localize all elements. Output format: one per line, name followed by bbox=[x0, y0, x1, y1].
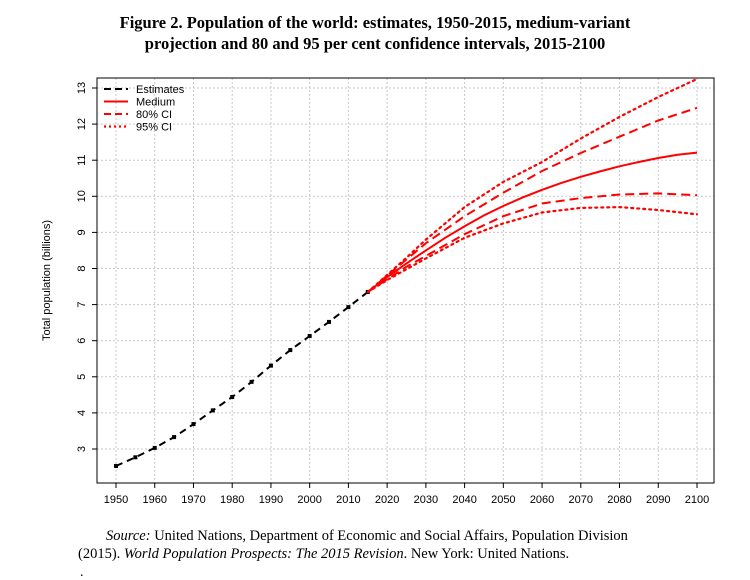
source-publication: World Population Prospects: The 2015 Rev… bbox=[123, 546, 404, 562]
figure-title-line-1: Figure 2. Population of the world: estim… bbox=[119, 13, 631, 32]
plot-frame bbox=[96, 77, 715, 484]
x-tick-label: 1950 bbox=[104, 494, 128, 506]
y-tick-label: 11 bbox=[76, 154, 88, 165]
y-tick-label: 9 bbox=[76, 229, 88, 235]
y-tick-label: 13 bbox=[76, 82, 88, 94]
y-tick-label: 6 bbox=[76, 338, 88, 344]
y-tick-label: 4 bbox=[76, 410, 88, 416]
data-point bbox=[268, 363, 273, 368]
series-95-ci-upper bbox=[366, 77, 699, 294]
x-tick-label: 1970 bbox=[181, 494, 205, 506]
x-tick-label: 1980 bbox=[220, 494, 244, 506]
x-tick-label: 2080 bbox=[607, 494, 631, 506]
x-tick-label: 1960 bbox=[142, 494, 166, 506]
source-text-1: United Nations, Department of Economic a… bbox=[150, 528, 628, 544]
series-medium-line bbox=[367, 151, 698, 293]
x-tick-label: 2020 bbox=[375, 494, 399, 506]
x-tick-label: 2040 bbox=[452, 494, 476, 506]
source-text-3: . New York: United Nations. bbox=[403, 546, 570, 562]
x-tick-label: 2000 bbox=[297, 494, 321, 506]
legend-label: 80% CI bbox=[136, 109, 172, 121]
data-point bbox=[346, 305, 351, 310]
figure-title: Figure 2. Population of the world: estim… bbox=[0, 12, 750, 54]
x-tick-label: 2070 bbox=[569, 494, 593, 506]
x-tick-label: 2050 bbox=[491, 494, 515, 506]
y-tick-label: 12 bbox=[76, 118, 88, 130]
source-text-2: (2015). bbox=[78, 546, 124, 562]
x-tick-label: 2060 bbox=[530, 494, 554, 506]
series-80-ci-lower bbox=[367, 192, 698, 293]
source-label: Source: bbox=[106, 528, 151, 544]
grid bbox=[97, 78, 714, 483]
y-tick-label: 7 bbox=[76, 302, 88, 308]
y-axis-label: Total population (billions) bbox=[41, 220, 53, 341]
series-estimates-line bbox=[115, 291, 369, 467]
x-tick-label: 1990 bbox=[259, 494, 283, 506]
y-tick-label: 5 bbox=[76, 374, 88, 380]
legend-label: Medium bbox=[136, 97, 175, 109]
legend-label: 95% CI bbox=[136, 122, 172, 134]
x-tick-label: 2100 bbox=[685, 494, 709, 506]
data-point bbox=[191, 422, 196, 427]
x-tick-label: 2010 bbox=[336, 494, 360, 506]
y-tick-label: 10 bbox=[76, 190, 88, 202]
y-tick-label: 3 bbox=[76, 446, 88, 452]
x-tick-label: 2090 bbox=[646, 494, 670, 506]
data-point bbox=[288, 348, 293, 353]
data-point bbox=[249, 379, 254, 384]
trailing-mark: . bbox=[80, 565, 84, 580]
y-tick-label: 8 bbox=[76, 265, 88, 271]
figure-title-line-2: projection and 80 and 95 per cent confid… bbox=[144, 34, 606, 53]
legend-label: Estimates bbox=[136, 84, 185, 96]
data-point bbox=[133, 455, 138, 460]
data-point bbox=[327, 319, 332, 324]
data-point bbox=[230, 395, 235, 400]
series-80-ci-upper bbox=[367, 106, 698, 293]
data-point bbox=[210, 408, 215, 413]
source-note: Source: United Nations, Department of Ec… bbox=[78, 527, 738, 563]
data-point bbox=[172, 435, 177, 440]
series-95-ci-lower bbox=[366, 205, 699, 294]
data-point bbox=[152, 445, 157, 450]
data-point bbox=[307, 334, 312, 339]
x-tick-label: 2030 bbox=[414, 494, 438, 506]
data-point bbox=[114, 463, 118, 468]
